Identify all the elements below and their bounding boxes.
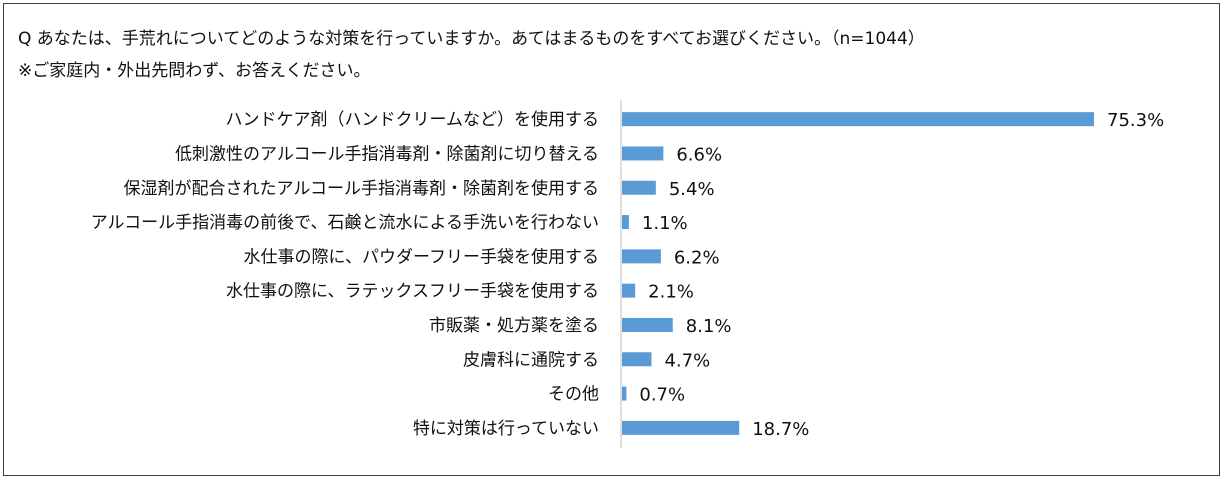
bar [622,215,629,230]
question-note: ※ご家庭内・外出先問わず、お答えください。 [18,61,371,81]
data-label: 8.1% [686,316,732,337]
bar [622,352,652,367]
bar [622,317,673,332]
bar [622,180,656,195]
category-label: 水仕事の際に、パウダーフリー手袋を使用する [244,246,599,267]
data-label: 4.7% [664,350,710,371]
bar [622,420,740,435]
category-label: 市販薬・処方薬を塗る [429,315,599,336]
category-label: その他 [548,385,599,405]
chart-frame [3,3,1220,476]
question-text: Q あなたは、手荒れについてどのような対策を行っていますか。あてはまるものをすべ… [18,29,925,49]
data-label: 6.2% [674,247,720,268]
data-label: 75.3% [1107,110,1164,131]
bar [622,112,1094,127]
data-label: 18.7% [752,419,809,440]
data-label: 2.1% [648,282,694,303]
bar [622,283,636,298]
category-label: 皮膚科に通院する [463,350,599,370]
category-label: アルコール手指消毒の前後で、石鹸と流水による手洗いを行わない [91,213,599,233]
data-label: 5.4% [669,179,715,200]
bar [622,386,627,401]
chart-marks: ハンドケア剤（ハンドクリームなど）を使用する 75.3% 低刺激性のアルコール手指消… [91,109,1165,440]
data-label: 0.7% [639,385,685,406]
category-label: 低刺激性のアルコール手指消毒剤・除菌剤に切り替える [175,144,599,164]
category-label: ハンドケア剤（ハンドクリームなど）を使用する [226,109,600,130]
category-label: 保湿剤が配合されたアルコール手指消毒剤・除菌剤を使用する [124,178,600,199]
data-label: 1.1% [642,213,688,234]
data-label: 6.6% [676,144,722,165]
bar [622,146,664,161]
bar [622,249,661,264]
category-label: 水仕事の際に、ラテックスフリー手袋を使用する [226,281,599,302]
category-label: 特に対策は行っていない [413,419,599,439]
